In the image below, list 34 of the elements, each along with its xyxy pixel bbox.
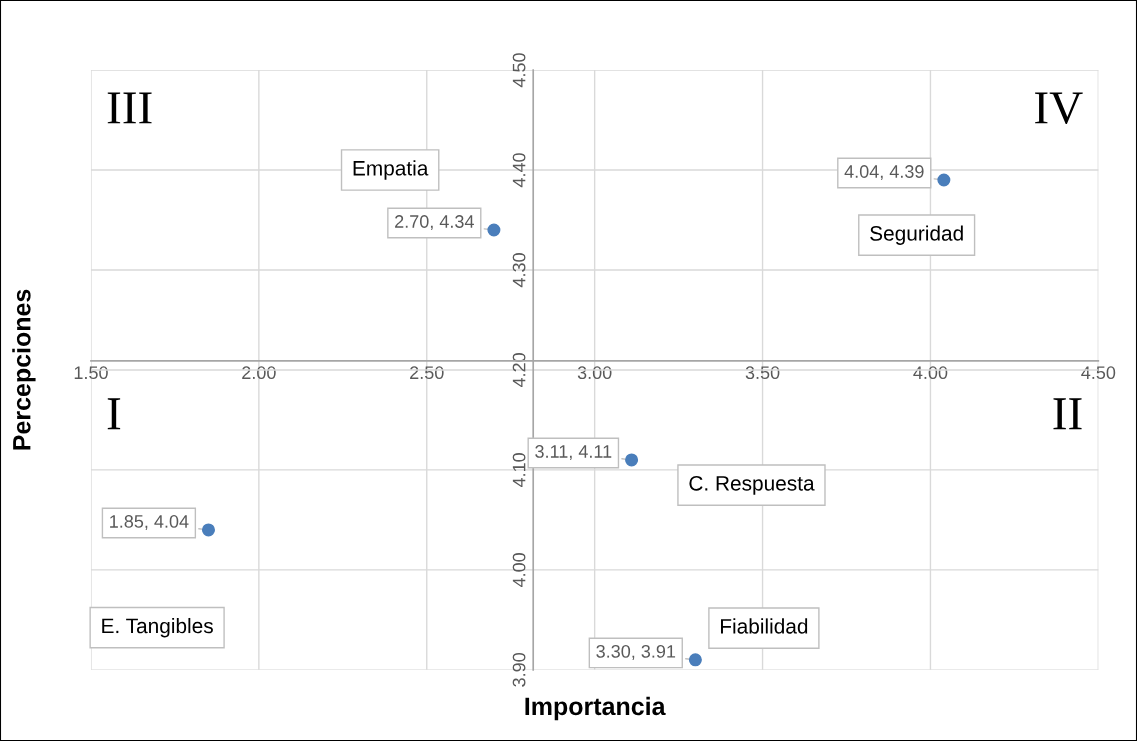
x-tick-label: 2.50: [410, 366, 444, 380]
point: [937, 173, 951, 187]
point: [688, 653, 702, 667]
data-label: 2.70, 4.34: [395, 215, 474, 231]
annotation: Seguridad: [870, 225, 963, 245]
annotation: IV: [1035, 92, 1083, 125]
y-tick-label: 4.10: [512, 453, 526, 488]
y-tick-label: 3.90: [512, 653, 526, 687]
point: [625, 453, 639, 467]
x-tick-label: 3.50: [745, 366, 780, 380]
annotation: Empatia: [353, 160, 429, 180]
data-label: 4.04, 4.39: [844, 165, 924, 181]
annotation: III: [107, 92, 152, 124]
x-axis-title: Importancia: [525, 696, 666, 721]
y-axis-title: Percepciones: [12, 289, 36, 450]
data-label: 3.11, 4.11: [535, 445, 612, 460]
y-tick-label: 4.00: [512, 553, 526, 588]
annotation: I: [107, 398, 121, 430]
y-tick-label: 4.50: [512, 53, 526, 88]
annotation: E. Tangibles: [102, 617, 213, 638]
x-tick-label: 2.00: [242, 366, 276, 380]
y-tick-label: 4.30: [512, 253, 526, 288]
annotation: Fiabilidad: [721, 618, 808, 634]
annotation: C. Respuesta: [689, 475, 815, 495]
x-tick-label: 4.00: [913, 366, 948, 380]
x-tick-label: 3.00: [577, 366, 612, 380]
x-tick-label: 1.50: [74, 366, 108, 380]
annotation: II: [1053, 398, 1082, 430]
data-label: 3.30, 3.91: [596, 644, 676, 660]
point: [201, 523, 215, 537]
y-tick-label: 4.40: [512, 153, 526, 188]
point: [487, 223, 501, 237]
data-label: 1.85, 4.04: [110, 515, 189, 530]
x-tick-label: 4.50: [1081, 366, 1116, 380]
